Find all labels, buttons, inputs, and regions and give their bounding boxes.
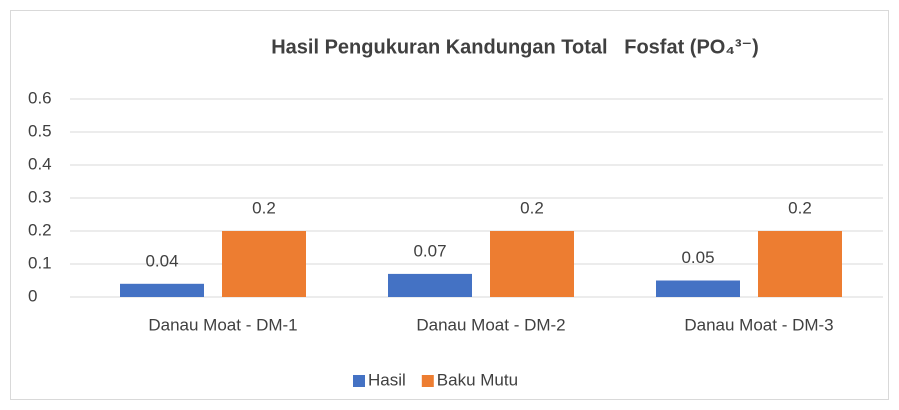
chart-title: Hasil Pengukuran Kandungan Total Fosfat … — [271, 36, 759, 58]
bar — [388, 273, 472, 297]
data-label: 0.2 — [788, 198, 812, 217]
chart-border — [10, 10, 889, 400]
y-tick-label: 0.4 — [28, 154, 52, 173]
legend-swatch — [353, 375, 365, 387]
y-tick-label: 0.3 — [28, 187, 52, 206]
legend-swatch — [421, 375, 434, 387]
bar — [758, 231, 842, 297]
data-label: 0.04 — [145, 251, 178, 270]
data-label: 0.2 — [520, 198, 544, 217]
y-tick-label: 0.6 — [28, 88, 52, 107]
data-label: 0.05 — [681, 248, 714, 267]
bar — [490, 231, 574, 297]
y-tick-label: 0.5 — [28, 121, 52, 140]
y-tick-label: 0 — [28, 286, 37, 305]
bar — [120, 283, 204, 297]
x-tick-label: Danau Moat - DM-2 — [416, 315, 565, 334]
data-label: 0.07 — [413, 241, 446, 260]
legend-label: Baku Mutu — [437, 370, 518, 389]
y-tick-label: 0.1 — [28, 253, 52, 272]
y-tick-label: 0.2 — [28, 220, 52, 239]
legend-label: Hasil — [368, 370, 406, 389]
x-tick-label: Danau Moat - DM-1 — [148, 315, 297, 334]
bar — [656, 280, 740, 297]
data-label: 0.2 — [252, 198, 276, 217]
x-tick-label: Danau Moat - DM-3 — [684, 315, 833, 334]
bar — [222, 231, 306, 297]
